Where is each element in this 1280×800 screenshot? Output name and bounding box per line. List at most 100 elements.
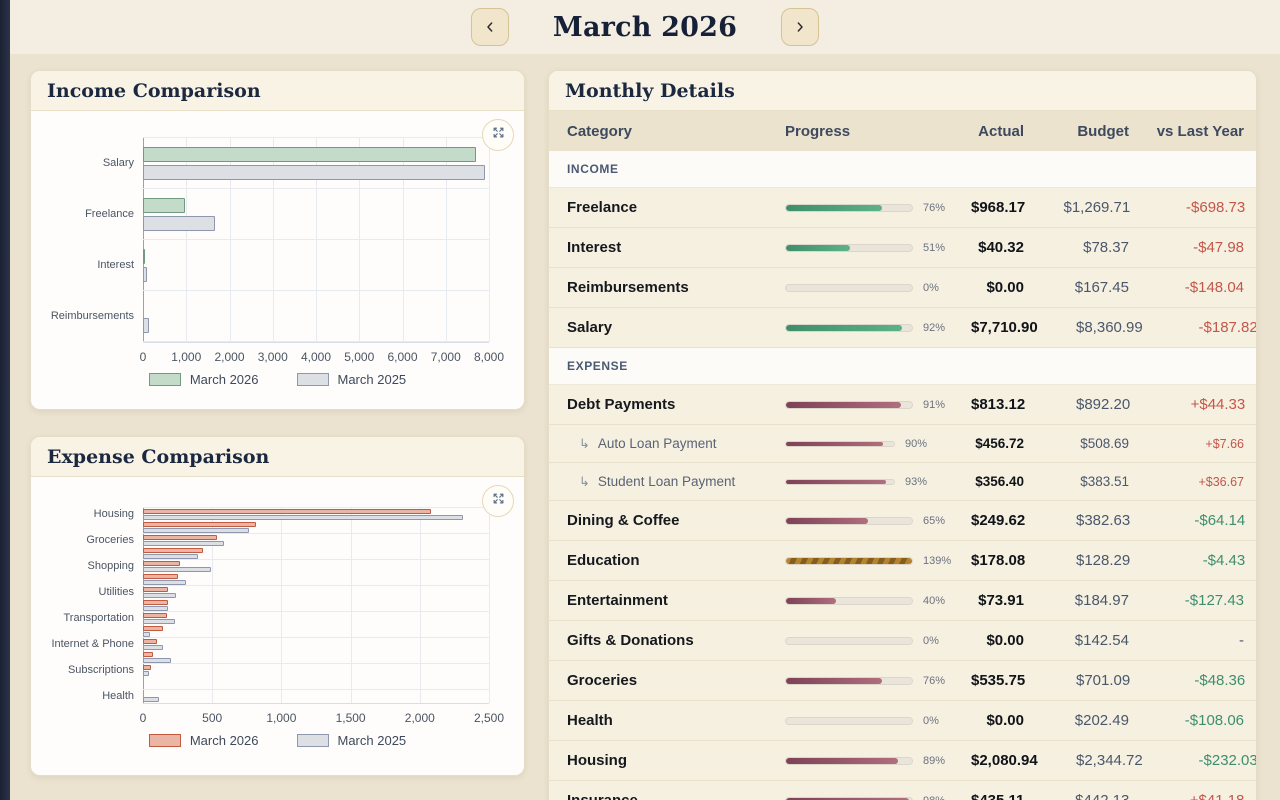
chart-bar-march-2026	[143, 249, 145, 264]
table-row-salary[interactable]: Salary92%$7,710.90$8,360.99-$187.82	[549, 308, 1256, 348]
table-row-education[interactable]: Education139%$178.08$128.29-$4.43	[549, 541, 1256, 581]
chart-category-row	[143, 612, 489, 625]
chart-plot-wrap: HousingGroceriesShoppingUtilitiesTranspo…	[31, 507, 524, 704]
progress-cell: 0%	[785, 635, 971, 647]
table-row-interest[interactable]: Interest51%$40.32$78.37-$47.98	[549, 228, 1256, 268]
table-row-health[interactable]: Health0%$0.00$202.49-$108.06	[549, 701, 1256, 741]
budget-value: $8,360.99	[1038, 319, 1143, 336]
expand-expense-chart-button[interactable]	[482, 485, 514, 517]
progress-bar	[785, 244, 913, 252]
chart-category-row	[143, 240, 489, 291]
sub-item-arrow-icon: ↳	[579, 436, 590, 452]
chart-x-tick-label: 2,000	[405, 711, 435, 725]
budget-value: $142.54	[1024, 632, 1129, 649]
sub-item-arrow-icon: ↳	[579, 474, 590, 490]
table-row-groceries[interactable]: Groceries76%$535.75$701.09-$48.36	[549, 661, 1256, 701]
chart-category-row	[143, 651, 489, 664]
chart-bar-march-2026	[143, 561, 180, 566]
column-header-progress: Progress	[785, 123, 971, 140]
actual-value: $0.00	[971, 712, 1024, 729]
legend-item: March 2026	[149, 372, 259, 387]
section-label: EXPENSE	[567, 359, 785, 373]
chevron-left-icon	[482, 19, 498, 35]
actual-value: $435.11	[971, 792, 1024, 800]
chart-x-tick-label: 3,000	[258, 350, 288, 364]
chart-category-row	[143, 547, 489, 560]
table-row-reimbursements[interactable]: Reimbursements0%$0.00$167.45-$148.04	[549, 268, 1256, 308]
chart-category-label	[31, 572, 143, 585]
table-row-housing[interactable]: Housing89%$2,080.94$2,344.72-$232.03	[549, 741, 1256, 781]
legend-item: March 2025	[297, 372, 407, 387]
progress-bar	[785, 517, 913, 525]
expand-income-chart-button[interactable]	[482, 119, 514, 151]
chart-category-label	[31, 598, 143, 611]
chart-category-row	[143, 638, 489, 651]
actual-value: $40.32	[971, 239, 1024, 256]
chart-category-label: Transportation	[31, 611, 143, 624]
table-row-entertainment[interactable]: Entertainment40%$73.91$184.97-$127.43	[549, 581, 1256, 621]
table-row-gifts-donations[interactable]: Gifts & Donations0%$0.00$142.54-	[549, 621, 1256, 661]
progress-fill	[786, 518, 868, 524]
progress-percent: 76%	[923, 675, 945, 687]
chart-bar-march-2025	[143, 606, 168, 611]
chart-category-row	[143, 291, 489, 342]
chart-category-label: Internet & Phone	[31, 637, 143, 650]
progress-cell: 0%	[785, 282, 971, 294]
details-panel-title: Monthly Details	[565, 80, 1240, 102]
budget-value: $892.20	[1025, 396, 1130, 413]
category-label: Salary	[567, 319, 612, 336]
progress-fill	[786, 325, 902, 331]
actual-value: $456.72	[971, 436, 1024, 451]
table-row-student-loan-payment[interactable]: ↳Student Loan Payment93%$356.40$383.51+$…	[549, 463, 1256, 501]
chart-x-tick-label: 0	[140, 711, 147, 725]
progress-cell: 92%	[785, 322, 971, 334]
chart-bar-march-2025	[143, 515, 463, 520]
prev-month-button[interactable]	[471, 8, 509, 46]
budget-value: $78.37	[1024, 239, 1129, 256]
actual-value: $2,080.94	[971, 752, 1038, 769]
expand-arrows-icon	[491, 125, 506, 145]
chart-category-label	[31, 676, 143, 689]
chart-bar-march-2026	[143, 548, 203, 553]
progress-percent: 51%	[923, 242, 945, 254]
chart-bar-march-2025	[143, 619, 175, 624]
progress-cell: 65%	[785, 515, 971, 527]
chart-bar-march-2025	[143, 216, 215, 231]
next-month-button[interactable]	[781, 8, 819, 46]
expand-arrows-icon	[491, 491, 506, 511]
chart-gridline	[489, 508, 490, 703]
chart-bar-march-2026	[143, 665, 151, 670]
progress-percent: 65%	[923, 515, 945, 527]
table-row-insurance[interactable]: Insurance98%$435.11$442.13+$41.18	[549, 781, 1256, 800]
chart-x-tick-label: 8,000	[474, 350, 504, 364]
table-row-dining-coffee[interactable]: Dining & Coffee65%$249.62$382.63-$64.14	[549, 501, 1256, 541]
progress-percent: 40%	[923, 595, 945, 607]
budget-value: $701.09	[1025, 672, 1130, 689]
budget-value: $382.63	[1025, 512, 1130, 529]
progress-fill	[786, 205, 882, 211]
legend-swatch-march-2025	[297, 734, 329, 747]
progress-cell: 93%	[785, 476, 971, 488]
chart-bar-march-2026	[143, 600, 168, 605]
legend-item: March 2025	[297, 733, 407, 748]
progress-fill	[786, 402, 901, 408]
progress-bar	[785, 677, 913, 685]
category-label: Interest	[567, 239, 621, 256]
category-name: ↳Student Loan Payment	[567, 474, 785, 490]
section-header-expense: EXPENSE	[549, 348, 1256, 385]
actual-value: $0.00	[971, 279, 1024, 296]
chart-category-row	[143, 586, 489, 599]
legend-swatch-march-2026	[149, 373, 181, 386]
actual-value: $7,710.90	[971, 319, 1038, 336]
table-row-debt-payments[interactable]: Debt Payments91%$813.12$892.20+$44.33	[549, 385, 1256, 425]
legend-item: March 2026	[149, 733, 259, 748]
chart-bar-march-2025	[143, 554, 198, 559]
section-header-income: INCOME	[549, 151, 1256, 188]
chart-x-tick-label: 0	[140, 350, 147, 364]
chart-x-axis: 05001,0001,5002,0002,500	[143, 704, 489, 728]
chart-x-tick-label: 1,500	[336, 711, 366, 725]
chart-plot-area	[143, 507, 489, 704]
table-row-freelance[interactable]: Freelance76%$968.17$1,269.71-$698.73	[549, 188, 1256, 228]
table-row-auto-loan-payment[interactable]: ↳Auto Loan Payment90%$456.72$508.69+$7.6…	[549, 425, 1256, 463]
budget-value: $202.49	[1024, 712, 1129, 729]
